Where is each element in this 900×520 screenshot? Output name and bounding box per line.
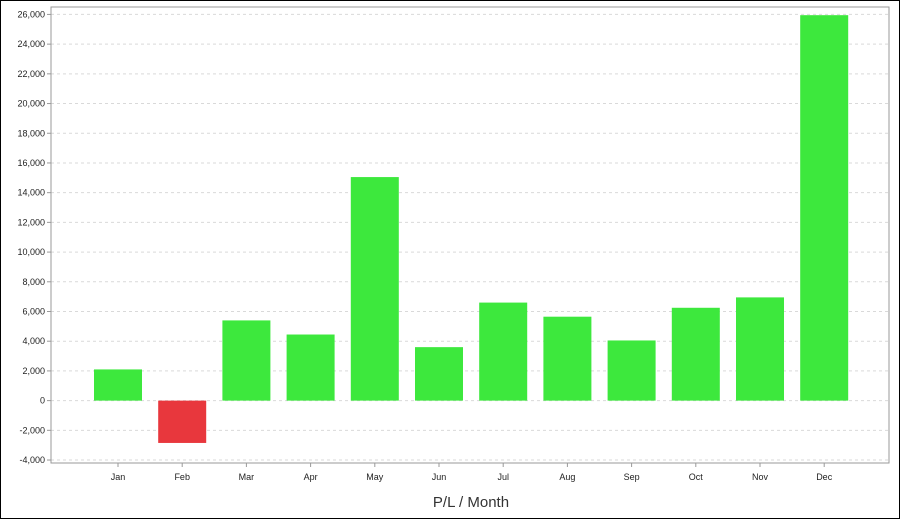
- x-axis-title: P/L / Month: [433, 494, 509, 511]
- bar-jun: [415, 347, 463, 401]
- x-tick-label: Apr: [304, 472, 318, 482]
- y-tick-label: 26,000: [17, 9, 45, 19]
- x-tick-label: Mar: [239, 472, 255, 482]
- bar-nov: [736, 297, 784, 401]
- x-tick-label: May: [366, 472, 384, 482]
- y-tick-label: 14,000: [17, 188, 45, 198]
- bar-dec: [800, 15, 849, 401]
- y-tick-label: 2,000: [22, 366, 45, 376]
- y-tick-label: 24,000: [17, 39, 45, 49]
- y-tick-label: 0: [40, 396, 45, 406]
- bars: [94, 15, 849, 443]
- bar-oct: [671, 307, 720, 401]
- y-tick-label: 20,000: [17, 99, 45, 109]
- y-tick-label: 12,000: [17, 217, 45, 227]
- axes: [47, 6, 890, 467]
- bar-may: [350, 177, 399, 401]
- bar-jul: [479, 302, 528, 401]
- x-tick-label: Dec: [816, 472, 833, 482]
- y-tick-label: -2,000: [19, 425, 45, 435]
- bar-jan: [94, 369, 142, 401]
- tick-labels: -4,000 -2,000 0 2,000 4,000 6,000 8,000 10,000 1…: [17, 9, 832, 482]
- y-tick-label: 4,000: [22, 336, 45, 346]
- bar-mar: [222, 320, 271, 401]
- y-tick-label: 6,000: [22, 306, 45, 316]
- plot-border: [50, 6, 890, 464]
- x-tick-label: Sep: [624, 472, 640, 482]
- y-tick-label: -4,000: [19, 455, 45, 465]
- y-tick-label: 16,000: [17, 158, 45, 168]
- x-tick-label: Nov: [752, 472, 769, 482]
- bar-aug: [543, 316, 592, 401]
- bar-apr: [286, 334, 335, 401]
- x-tick-label: Feb: [174, 472, 190, 482]
- x-tick-label: Jan: [111, 472, 126, 482]
- bar-feb: [158, 400, 207, 443]
- bar-sep: [607, 340, 656, 401]
- x-tick-label: Aug: [559, 472, 575, 482]
- y-tick-label: 18,000: [17, 128, 45, 138]
- x-tick-label: Jul: [497, 472, 509, 482]
- y-tick-label: 10,000: [17, 247, 45, 257]
- x-tick-label: Jun: [432, 472, 447, 482]
- y-tick-label: 8,000: [22, 277, 45, 287]
- x-tick-label: Oct: [689, 472, 704, 482]
- y-tick-label: 22,000: [17, 69, 45, 79]
- grid-lines: [51, 13, 889, 461]
